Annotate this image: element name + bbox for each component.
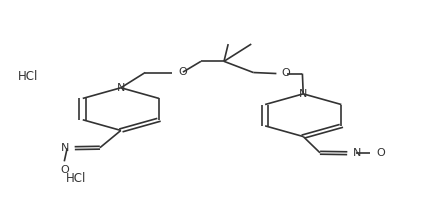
Text: N: N — [60, 143, 69, 153]
Text: N: N — [299, 89, 307, 99]
Text: N: N — [116, 83, 125, 93]
Text: O: O — [178, 67, 187, 77]
Text: O: O — [282, 68, 291, 78]
Text: O: O — [376, 148, 385, 158]
Text: HCl: HCl — [66, 172, 87, 185]
Text: N: N — [353, 148, 362, 158]
Text: O: O — [60, 165, 69, 175]
Text: HCl: HCl — [18, 70, 38, 83]
